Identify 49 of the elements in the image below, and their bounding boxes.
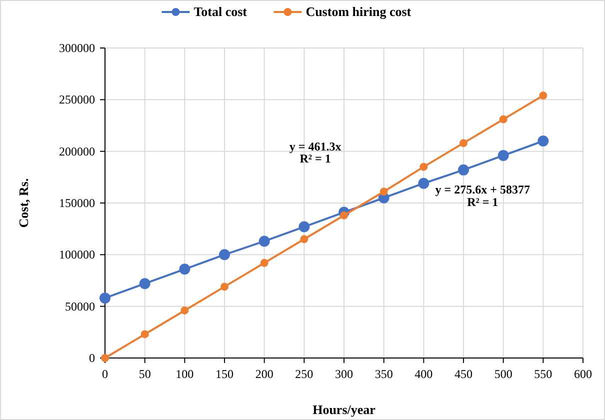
point bbox=[298, 221, 310, 232]
annotation: R² = 1 bbox=[467, 195, 498, 210]
annotation: y = 461.3x bbox=[289, 139, 342, 154]
point bbox=[498, 150, 509, 161]
point bbox=[140, 330, 149, 338]
point bbox=[418, 178, 430, 189]
point bbox=[300, 235, 308, 244]
y-axis-title: Cost, Rs. bbox=[16, 178, 31, 228]
point bbox=[179, 264, 190, 275]
point bbox=[539, 92, 548, 100]
y-tick-label: 0 bbox=[89, 351, 95, 365]
x-tick-label: 100 bbox=[176, 367, 194, 381]
x-tick-label: 600 bbox=[574, 367, 592, 381]
x-tick-label: 0 bbox=[102, 367, 108, 381]
legend-label: Custom hiring cost bbox=[306, 4, 412, 19]
point bbox=[460, 139, 468, 148]
y-tick-label: 50000 bbox=[65, 299, 95, 314]
point bbox=[260, 258, 268, 267]
x-tick-label: 450 bbox=[454, 367, 472, 381]
legend-label: Total cost bbox=[194, 4, 248, 19]
point bbox=[100, 292, 110, 304]
x-axis-title: Hours/year bbox=[312, 402, 376, 417]
y-tick-label: 100000 bbox=[59, 248, 95, 262]
x-tick-label: 300 bbox=[335, 367, 353, 381]
y-tick-label: 300000 bbox=[59, 41, 95, 55]
point bbox=[340, 211, 348, 220]
point bbox=[458, 164, 469, 176]
y-tick-label: 150000 bbox=[59, 196, 95, 210]
x-tick-label: 200 bbox=[255, 367, 274, 381]
point bbox=[420, 162, 428, 171]
point bbox=[538, 136, 549, 146]
x-tick-label: 550 bbox=[534, 367, 552, 381]
y-tick-label: 200000 bbox=[59, 144, 95, 158]
point bbox=[499, 115, 508, 124]
x-tick-label: 150 bbox=[216, 367, 234, 381]
x-tick-label: 350 bbox=[374, 367, 393, 381]
annotation: y = 275.6x + 58377 bbox=[435, 182, 530, 197]
point bbox=[219, 249, 230, 260]
x-tick-label: 50 bbox=[138, 367, 151, 381]
y-tick-label: 250000 bbox=[59, 92, 95, 107]
x-tick-label: 400 bbox=[414, 367, 433, 381]
point bbox=[380, 188, 388, 196]
point bbox=[180, 306, 189, 314]
annotation: R² = 1 bbox=[300, 152, 331, 166]
point bbox=[220, 282, 228, 291]
x-tick-label: 500 bbox=[494, 367, 512, 381]
point bbox=[139, 278, 150, 290]
x-tick-label: 250 bbox=[295, 367, 314, 381]
point bbox=[258, 236, 270, 247]
